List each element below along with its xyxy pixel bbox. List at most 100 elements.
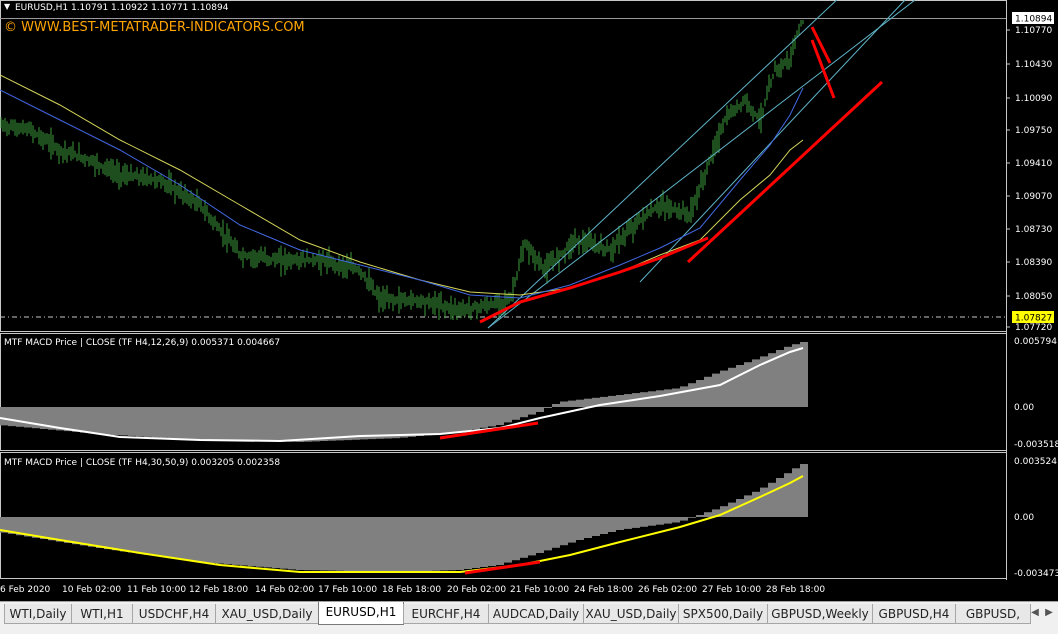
histogram-bar <box>648 391 656 407</box>
histogram-bar <box>576 399 584 407</box>
histogram-bar <box>88 517 96 547</box>
chart-tab[interactable]: AUDCAD,Daily <box>488 604 584 624</box>
histogram-bar <box>448 517 456 571</box>
chart-tab[interactable]: USDCHF,H4 <box>132 604 216 624</box>
tab-scroll-right-icon[interactable]: ▶ <box>1045 607 1053 618</box>
histogram-bar <box>416 407 424 436</box>
histogram-bar <box>152 407 160 438</box>
histogram-bar <box>456 407 464 432</box>
histogram-bar <box>248 517 256 567</box>
macd2-trendline[interactable] <box>464 560 541 575</box>
histogram-bar <box>104 407 112 435</box>
histogram-bar <box>592 397 600 407</box>
chart-tab[interactable]: XAU_USD,Daily <box>583 604 679 624</box>
histogram-bar <box>80 407 88 433</box>
moving-average-slow <box>0 74 804 296</box>
chart-tab[interactable]: EURCHF,H4 <box>403 604 489 624</box>
histogram-bar <box>40 517 48 539</box>
time-axis: 6 Feb 2020 10 Feb 02:00 11 Feb 10:00 12 Feb… <box>0 585 825 595</box>
histogram-bar <box>656 390 664 407</box>
histogram-bar <box>344 407 352 441</box>
histogram-bar <box>424 517 432 572</box>
histogram-bar <box>64 517 72 543</box>
histogram-bar <box>496 517 504 565</box>
chart-window[interactable]: ▼ EURUSD,H1 1.10791 1.10922 1.10771 1.10… <box>0 0 1058 601</box>
histogram-bar <box>672 388 680 407</box>
chart-tab[interactable]: WTI,Daily <box>4 604 72 624</box>
macd1-axis-mid: 0.00 <box>1014 403 1034 413</box>
histogram-bar <box>16 517 24 536</box>
histogram-bar <box>256 517 264 567</box>
watermark-text: © WWW.BEST-METATRADER-INDICATORS.COM <box>4 20 305 35</box>
histogram-bar <box>472 517 480 568</box>
histogram-bar <box>32 407 40 429</box>
tab-scroll-left-icon[interactable]: ◀ <box>1031 607 1039 618</box>
histogram-bar <box>112 517 120 551</box>
trendline-short-2[interactable] <box>810 39 836 99</box>
histogram-bar <box>448 407 456 433</box>
histogram-bar <box>704 376 712 407</box>
histogram-bar <box>280 517 288 569</box>
chart-canvas[interactable]: ▼ EURUSD,H1 1.10791 1.10922 1.10771 1.10… <box>0 0 1058 601</box>
histogram-bar <box>224 407 232 441</box>
histogram-bar <box>496 407 504 425</box>
histogram-bar <box>344 517 352 571</box>
chart-tab[interactable]: XAU_USD,Daily <box>215 604 319 624</box>
histogram-bar <box>248 407 256 441</box>
histogram-bar <box>120 517 128 552</box>
chart-tab[interactable]: WTI,H1 <box>71 604 133 624</box>
histogram-bar <box>568 400 576 407</box>
histogram-bar <box>232 407 240 441</box>
chart-tab[interactable]: GBPUSD,Weekly <box>767 604 873 624</box>
macd1-histogram <box>0 342 808 442</box>
histogram-bar <box>288 407 296 442</box>
dropdown-triangle-icon[interactable]: ▼ <box>4 2 11 11</box>
price-tick-label: 1.10770 <box>1015 26 1052 36</box>
chart-tab[interactable]: SPX500,Daily <box>678 604 768 624</box>
histogram-bar <box>304 407 312 442</box>
level-price-marker <box>1012 311 1054 323</box>
chart-tab[interactable]: GBPUSD, <box>955 604 1031 624</box>
chart-tab[interactable]: GBPUSD,H4 <box>872 604 956 624</box>
histogram-bar <box>320 517 328 571</box>
histogram-bar <box>400 517 408 572</box>
histogram-bar <box>504 407 512 423</box>
histogram-bar <box>680 517 688 521</box>
current-price-text: 1.10894 <box>1015 15 1052 25</box>
histogram-bar <box>232 517 240 565</box>
histogram-bar <box>600 396 608 407</box>
histogram-bar <box>736 499 744 517</box>
histogram-bar <box>480 407 488 428</box>
price-tick-label: 1.09750 <box>1015 126 1052 136</box>
histogram-bar <box>464 407 472 431</box>
histogram-bar <box>176 407 184 439</box>
macd2-axis-mid: 0.00 <box>1014 513 1034 523</box>
histogram-bar <box>168 407 176 439</box>
histogram-bar <box>712 373 720 407</box>
histogram-bar <box>456 517 464 570</box>
macd1-trendline[interactable] <box>439 421 539 440</box>
histogram-bar <box>720 370 728 407</box>
histogram-bar <box>608 517 616 532</box>
histogram-bar <box>128 517 136 553</box>
histogram-bar <box>776 478 784 517</box>
histogram-bar <box>784 346 792 407</box>
trend-lines-main <box>479 26 884 324</box>
histogram-bar <box>376 407 384 439</box>
histogram-bar <box>240 517 248 566</box>
histogram-bar <box>544 407 552 408</box>
time-tick-label: 24 Feb 18:00 <box>574 585 633 595</box>
trendline-projection[interactable] <box>686 80 884 264</box>
trendline-support[interactable] <box>479 236 709 324</box>
chart-tab[interactable]: EURUSD,H1 <box>318 602 404 625</box>
histogram-bar <box>800 342 808 407</box>
price-tick-label: 1.07720 <box>1015 323 1052 333</box>
histogram-bar <box>688 517 696 518</box>
macd2-axis-top: 0.003524 <box>1014 457 1057 467</box>
trendline-short-1[interactable] <box>810 26 832 64</box>
histogram-bar <box>128 407 136 436</box>
price-tick-label: 1.09410 <box>1015 159 1052 169</box>
histogram-bar <box>360 517 368 572</box>
histogram-bar <box>272 517 280 569</box>
histogram-bar <box>664 517 672 524</box>
